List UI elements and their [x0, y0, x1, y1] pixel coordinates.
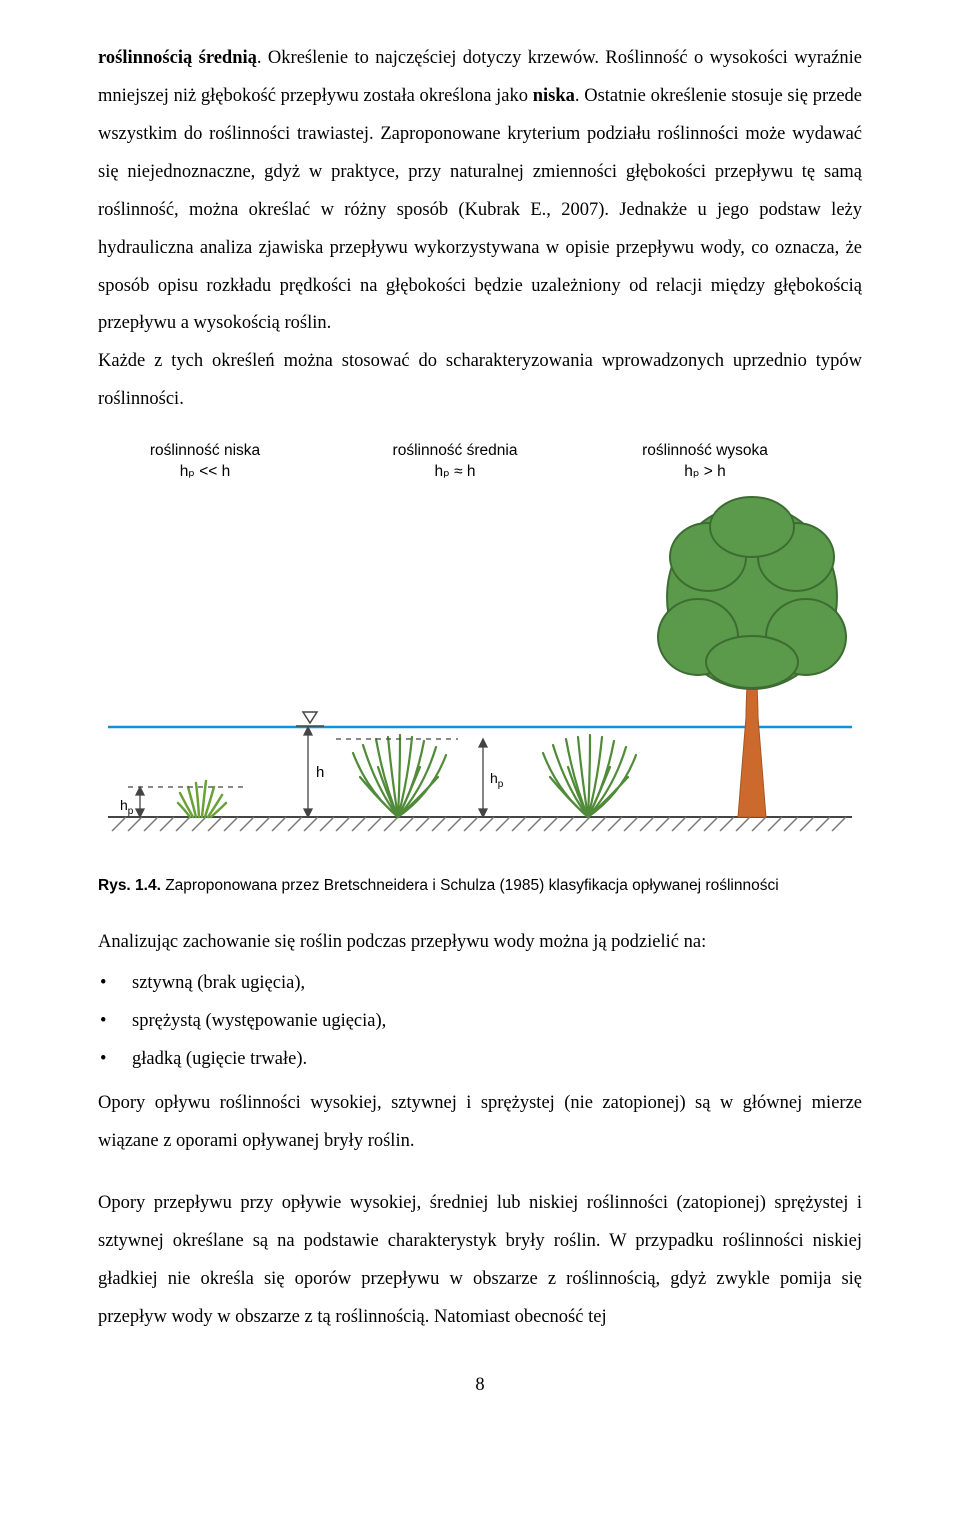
dim-hp-grass-label: hp	[120, 797, 134, 817]
label-srednia: roślinność średnia hₚ ≈ h	[360, 441, 550, 483]
bullet-list: sztywną (brak ugięcia), sprężystą (wystę…	[98, 965, 862, 1079]
bush-2	[543, 735, 636, 817]
page-number: 8	[98, 1375, 862, 1396]
dim-h	[304, 727, 312, 817]
water-surface-symbol	[296, 712, 324, 726]
dim-hp-grass	[136, 787, 144, 817]
ground-hatch	[112, 817, 846, 831]
caption-text: Zaproponowana przez Bretschneidera i Sch…	[161, 877, 779, 894]
tree	[658, 497, 846, 817]
tree-crown	[658, 497, 846, 689]
dim-hp-bush-label: hp	[490, 770, 504, 790]
paragraph-1: roślinnością średnią. Określenie to najc…	[98, 40, 862, 343]
label-niska: roślinność niska hₚ << h	[120, 441, 290, 483]
caption-number: Rys. 1.4.	[98, 877, 161, 894]
paragraph-2: Każde z tych określeń można stosować do …	[98, 343, 862, 419]
p1-tail: . Ostatnie określenie stosuje się przede…	[98, 86, 862, 334]
figure-column-labels: roślinność niska hₚ << h roślinność śred…	[98, 441, 862, 487]
after-fig-intro: Analizując zachowanie się roślin podczas…	[98, 924, 862, 962]
list-item: gładką (ugięcie trwałe).	[98, 1041, 862, 1079]
term-niska: niska	[533, 86, 575, 106]
list-item: sztywną (brak ugięcia),	[98, 965, 862, 1003]
dim-h-label: h	[316, 764, 324, 781]
bush-1	[353, 735, 446, 817]
figure-1-4: roślinność niska hₚ << h roślinność śred…	[98, 441, 862, 897]
paragraph-4: Opory przepływu przy opływie wysokiej, ś…	[98, 1185, 862, 1337]
label-wysoka: roślinność wysoka hₚ > h	[610, 441, 800, 483]
term-srednia: roślinnością średnią	[98, 48, 257, 68]
paragraph-3: Opory opływu roślinności wysokiej, sztyw…	[98, 1085, 862, 1161]
figure-caption: Rys. 1.4. Zaproponowana przez Bretschnei…	[98, 875, 862, 897]
dim-hp-bush	[479, 739, 487, 817]
list-item: sprężystą (występowanie ugięcia),	[98, 1003, 862, 1041]
figure-svg: hp h	[98, 487, 862, 867]
